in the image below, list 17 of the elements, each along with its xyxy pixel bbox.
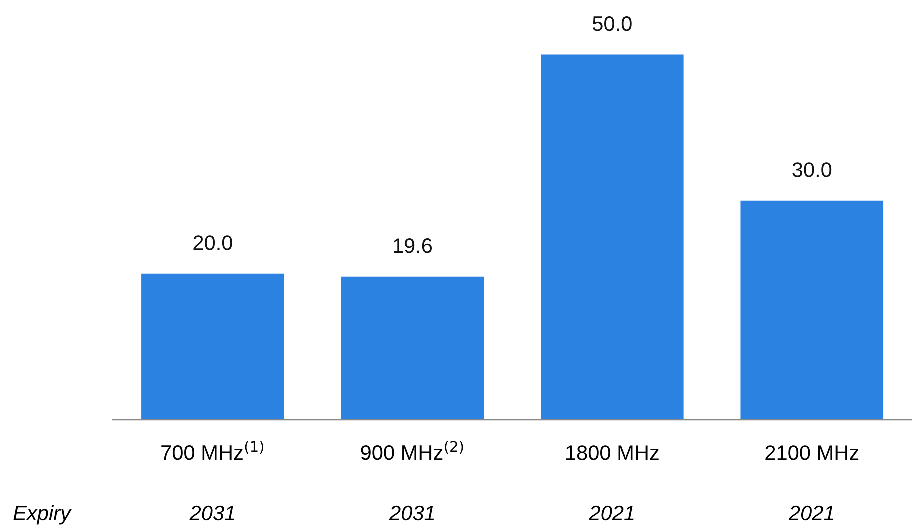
x-tick-label: 900 MHz$^{(2)}$ — [361, 440, 464, 460]
x-tick-label: 700 MHz$^{(1)}$ — [162, 440, 264, 460]
bar — [541, 54, 684, 420]
data-label: 20.0 — [194, 236, 232, 250]
text: Expiry — [14, 505, 72, 525]
text: 2031 — [190, 506, 234, 521]
x-tick-label: 2100 MHz — [766, 446, 859, 460]
text: 2031 — [389, 506, 434, 521]
x-tick-label: 1800 MHz — [566, 446, 659, 460]
data-label: 50.0 — [592, 16, 632, 32]
bar — [142, 274, 284, 420]
bar — [341, 276, 484, 420]
text: 2021 — [788, 506, 834, 521]
data-label: 19.6 — [394, 238, 432, 254]
text: 2021 — [589, 506, 634, 521]
data-label: 30.0 — [792, 162, 832, 178]
bar — [740, 200, 884, 420]
